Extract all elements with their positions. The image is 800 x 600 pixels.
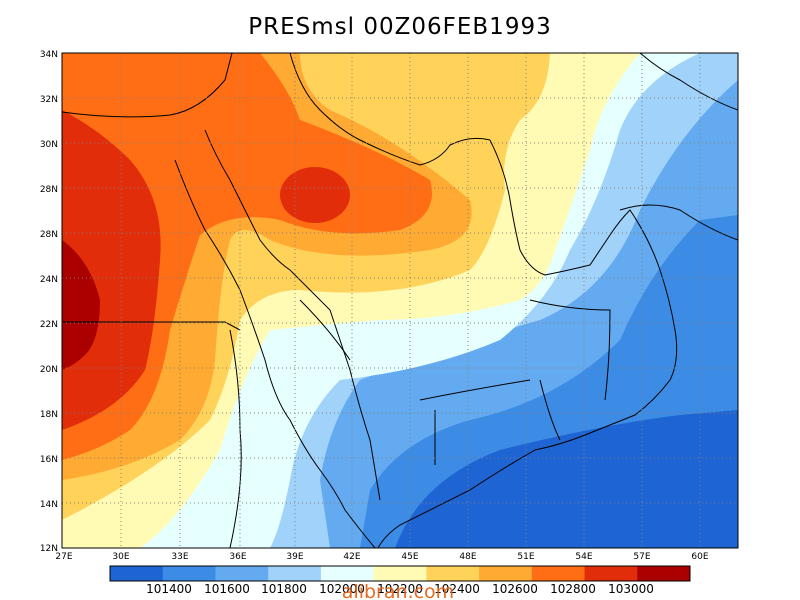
colorbar-swatch [320,566,375,581]
colorbar-swatch [531,566,586,581]
colorbar-swatch [162,566,216,581]
lon-label: 51E [517,552,534,562]
lon-label: 27E [55,552,72,562]
colorbar-label: 102400 [434,582,480,596]
contour-band-103000 [62,53,432,460]
lon-label: 45E [401,552,418,562]
contour-band-101400 [395,410,738,548]
lat-label: 34N [40,50,58,60]
lat-label: 12N [40,544,58,554]
grid-lines [62,53,738,548]
colorbar-label: 101400 [146,582,192,596]
colorbar-label: 102800 [550,582,596,596]
lat-axis: 34N 32N 30N 28N 28N 24N 22N 20N 18N 16N … [40,50,58,554]
colorbar-labels: 101400 101600 101800 102000 102200 10240… [146,582,654,596]
lat-label: 28N [40,185,58,195]
colorbar-swatch [268,566,322,581]
contour-fills [62,53,738,548]
lat-label: 14N [40,500,58,510]
colorbar-swatch [373,566,427,581]
map-title: PRESmsl 00Z06FEB1993 [248,14,552,40]
colorbar-swatch [637,566,691,581]
lon-axis: 27E 30E 33E 36E 39E 42E 45E 48E 51E 54E … [55,552,708,562]
coastlines [62,53,738,548]
lat-label: 24N [40,275,58,285]
contour-band-103400 [62,240,100,370]
colorbar-swatch [479,566,533,581]
lat-label: 22N [40,320,58,330]
watermark: alibran.com [342,581,454,600]
lon-label: 33E [171,552,188,562]
colorbar-label: 102200 [377,582,423,596]
lon-label: 60E [691,552,708,562]
colorbar-label: 102600 [492,582,538,596]
lat-label: 16N [40,455,58,465]
contour-band-103200-center [280,167,350,223]
lat-label: 18N [40,410,58,420]
lat-label: 30N [40,140,58,150]
colorbar-swatch [426,566,480,581]
colorbar-swatch [110,566,164,581]
lon-label: 57E [633,552,650,562]
plot-frame [61,52,739,549]
colorbar-label: 103000 [608,582,654,596]
lat-label: 28N [40,230,58,240]
colorbar-label: 101600 [204,582,250,596]
colorbar-label: 101800 [261,582,307,596]
lon-label: 39E [286,552,303,562]
lat-label: 20N [40,365,58,375]
colorbar-frame [109,565,691,582]
lon-label: 54E [575,552,592,562]
colorbar-swatch [215,566,269,581]
lon-label: 48E [459,552,476,562]
lon-label: 42E [343,552,360,562]
colorbar-swatch [584,566,638,581]
lon-label: 30E [112,552,129,562]
colorbar-label: 102000 [319,582,365,596]
lat-label: 32N [40,95,58,105]
lon-label: 36E [229,552,246,562]
colorbar [109,565,691,582]
